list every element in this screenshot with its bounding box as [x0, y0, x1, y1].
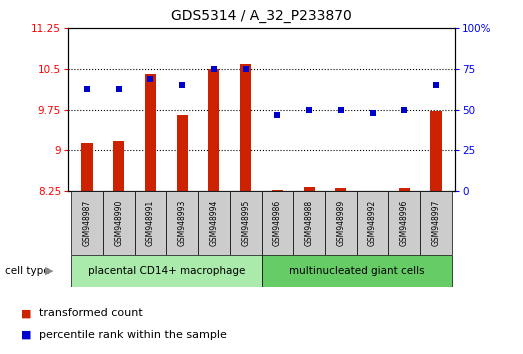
Point: [337, 107, 345, 113]
Bar: [389, 191, 420, 255]
Text: GSM948987: GSM948987: [83, 200, 92, 246]
Bar: [145, 74, 156, 191]
Bar: [367, 190, 378, 191]
Text: GSM948990: GSM948990: [114, 200, 123, 246]
Bar: [198, 191, 230, 255]
Bar: [230, 191, 262, 255]
Point: [273, 112, 281, 118]
Bar: [166, 191, 198, 255]
Bar: [325, 191, 357, 255]
Text: placental CD14+ macrophage: placental CD14+ macrophage: [88, 266, 245, 276]
Point: [242, 66, 250, 72]
Bar: [335, 188, 346, 191]
Bar: [262, 191, 293, 255]
Text: ■: ■: [21, 308, 31, 318]
Bar: [272, 190, 283, 191]
Bar: [357, 191, 389, 255]
Bar: [134, 191, 166, 255]
Point: [305, 107, 313, 113]
Text: ■: ■: [21, 330, 31, 339]
Bar: [430, 112, 441, 191]
Bar: [262, 255, 452, 287]
Bar: [208, 69, 220, 191]
Text: GSM948993: GSM948993: [178, 200, 187, 246]
Text: GSM948991: GSM948991: [146, 200, 155, 246]
Point: [83, 86, 91, 91]
Bar: [103, 191, 134, 255]
Point: [210, 66, 218, 72]
Text: GDS5314 / A_32_P233870: GDS5314 / A_32_P233870: [171, 9, 352, 23]
Bar: [113, 141, 124, 191]
Text: GSM948986: GSM948986: [273, 200, 282, 246]
Text: multinucleated giant cells: multinucleated giant cells: [289, 266, 425, 276]
Bar: [420, 191, 452, 255]
Bar: [293, 191, 325, 255]
Text: cell type: cell type: [5, 266, 50, 276]
Point: [115, 86, 123, 91]
Text: GSM948994: GSM948994: [209, 200, 219, 246]
Bar: [399, 188, 410, 191]
Bar: [71, 255, 262, 287]
Point: [146, 76, 155, 82]
Point: [400, 107, 408, 113]
Bar: [82, 143, 93, 191]
Point: [368, 110, 377, 116]
Text: GSM948988: GSM948988: [304, 200, 314, 246]
Text: GSM948992: GSM948992: [368, 200, 377, 246]
Point: [432, 82, 440, 88]
Bar: [71, 191, 103, 255]
Bar: [303, 187, 315, 191]
Text: GSM948989: GSM948989: [336, 200, 345, 246]
Text: GSM948996: GSM948996: [400, 200, 409, 246]
Point: [178, 82, 186, 88]
Bar: [177, 115, 188, 191]
Text: GSM948995: GSM948995: [241, 200, 250, 246]
Text: GSM948997: GSM948997: [431, 200, 440, 246]
Text: percentile rank within the sample: percentile rank within the sample: [39, 330, 227, 339]
Text: ▶: ▶: [45, 266, 53, 276]
Bar: [240, 64, 251, 191]
Text: transformed count: transformed count: [39, 308, 143, 318]
